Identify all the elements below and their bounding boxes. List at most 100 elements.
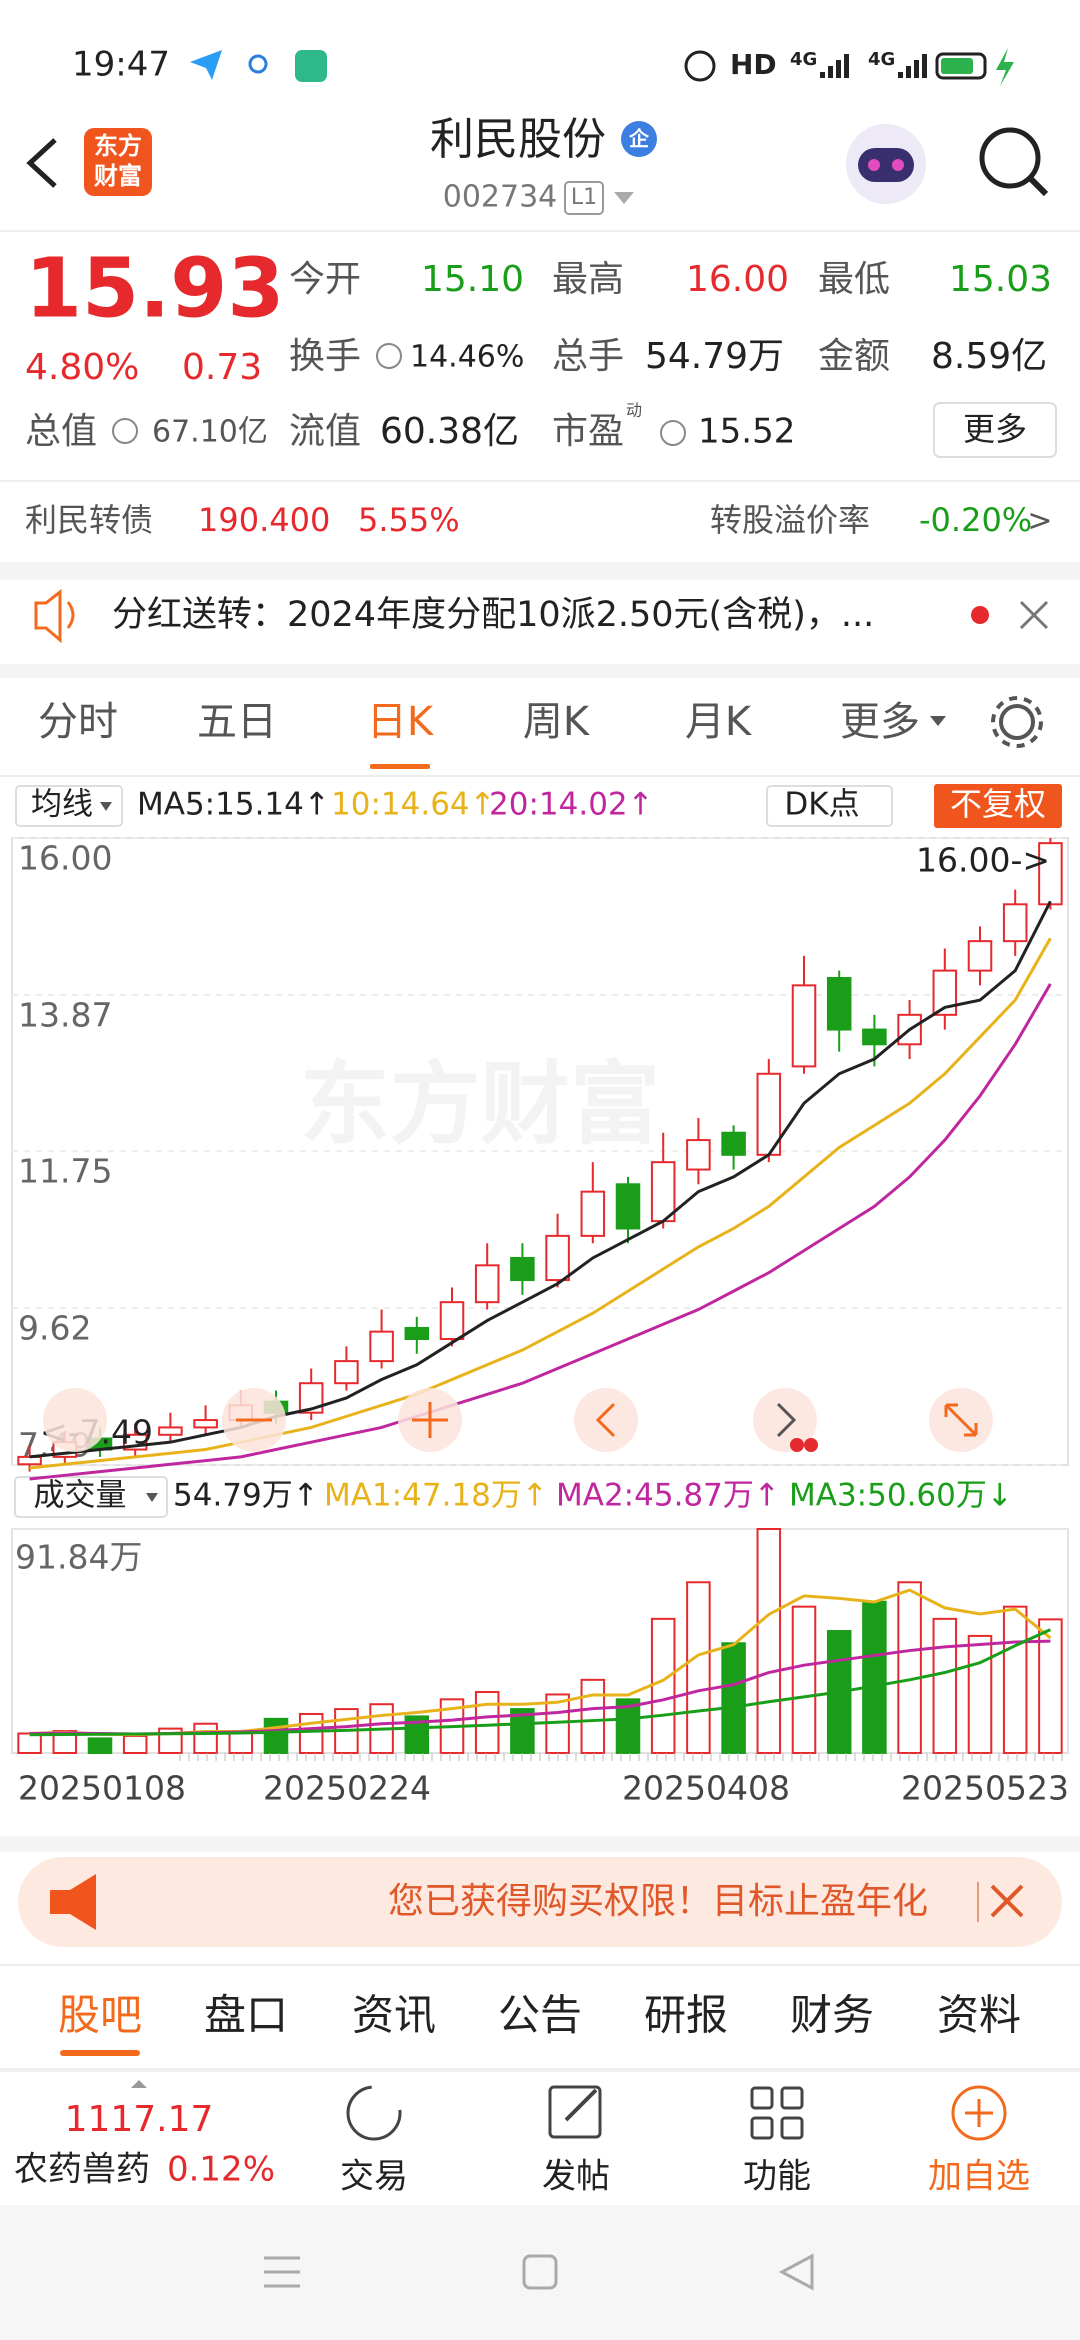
chart-control[interactable] (574, 1388, 638, 1452)
arrow[interactable]: > (1027, 504, 1052, 539)
legend-button[interactable]: 成交量 (34, 1478, 127, 1514)
candle-body (158, 1426, 183, 1436)
bottom-tab[interactable]: 股吧 (58, 1991, 142, 2040)
volume-bar (263, 1717, 289, 1754)
x-tick-label: 20250408 (622, 1769, 790, 1808)
notice-text[interactable]: 分红送转：2024年度分配10派2.50元(含税)，... (112, 595, 874, 635)
divider (0, 775, 1080, 777)
megaphone-icon (50, 1874, 96, 1930)
chart-control[interactable] (43, 1388, 107, 1452)
speaker-icon (34, 588, 62, 644)
nav-item[interactable]: 发帖 (542, 2157, 610, 2197)
plus (965, 2099, 993, 2127)
logo[interactable] (84, 128, 152, 196)
nav-item[interactable]: 交易 (340, 2157, 408, 2197)
tab[interactable]: 日K (367, 699, 435, 745)
nav-item[interactable]: 加自选 (928, 2157, 1030, 2197)
close-ad[interactable] (990, 1884, 1024, 1918)
tab[interactable]: 更多 (840, 699, 920, 745)
stat-value: 15.10 (421, 259, 524, 300)
divider (0, 1964, 1080, 1966)
volume-ma-line (29, 1628, 1052, 1737)
index-value[interactable]: 1117.17 (65, 2099, 214, 2140)
stat-value: 15.52 (698, 412, 795, 452)
info-icon[interactable] (660, 420, 686, 446)
index-change[interactable]: 0.12% (167, 2150, 275, 2190)
volume-bar (862, 1600, 887, 1755)
y-tick-label: 9.62 (18, 1309, 91, 1348)
candle-body (615, 1183, 641, 1230)
search-status-icon (248, 54, 268, 74)
volume-bar (897, 1581, 922, 1755)
settings-button[interactable] (999, 704, 1035, 740)
index-name[interactable]: 农药兽药 (14, 2150, 150, 2190)
volume-bar (791, 1605, 817, 1755)
status-sim: 4G (868, 49, 895, 70)
candle-body (404, 1326, 430, 1341)
speaker-wave (66, 601, 75, 629)
func-icon (780, 2086, 804, 2110)
menu-key[interactable] (264, 2256, 300, 2288)
status-network: HD (730, 48, 777, 81)
dot (804, 1438, 818, 1452)
close-notice[interactable] (1019, 600, 1049, 630)
volume-current: 54.79万↑ (173, 1478, 319, 1514)
legend-entry: 20:14.02↑ (489, 787, 654, 823)
tab[interactable]: 五日 (197, 699, 277, 745)
status-sim: 4G (790, 49, 817, 70)
candle-body (439, 1301, 465, 1341)
unread-dot (971, 606, 989, 624)
left-icon (595, 1402, 616, 1438)
bottom-tab[interactable]: 公告 (498, 1991, 582, 2040)
logo-text: 东方 (94, 132, 142, 160)
alarm-icon (684, 50, 716, 82)
volume-bar (87, 1737, 113, 1754)
tab[interactable]: 分时 (38, 699, 118, 745)
candle-body (580, 1190, 606, 1237)
bottom-tab[interactable]: 资讯 (352, 1991, 436, 2040)
badge-text: 企 (628, 127, 650, 151)
add-icon (951, 2085, 1007, 2141)
tab[interactable]: 月K (685, 699, 753, 745)
dk-button[interactable] (766, 785, 893, 827)
x-tick-label: 20250108 (18, 1769, 186, 1808)
tab-underline (370, 764, 430, 769)
bottom-tab[interactable]: 盘口 (204, 1991, 288, 2040)
ad-banner[interactable] (18, 1857, 1062, 1947)
stat-label: 最低 (818, 259, 890, 300)
info-icon[interactable] (112, 418, 138, 444)
candle-body (1002, 903, 1028, 943)
dropdown (146, 1493, 158, 1502)
stat-value: 60.38亿 (380, 411, 519, 452)
stat-label: 流值 (289, 411, 361, 452)
ad-text[interactable]: 您已获得购买权限！目标止盈年化 (388, 1881, 928, 1922)
ma-button[interactable] (15, 785, 123, 827)
logo-text: 财富 (94, 162, 142, 190)
volume-button[interactable] (14, 1476, 168, 1518)
search-button[interactable] (979, 127, 1041, 189)
chart-control[interactable] (753, 1388, 817, 1452)
back-button[interactable] (26, 138, 57, 188)
candle-body (510, 1256, 535, 1282)
tab[interactable]: 周K (523, 699, 591, 745)
more-button[interactable] (933, 402, 1057, 458)
candle-body (369, 1330, 394, 1363)
info-icon[interactable] (376, 343, 402, 369)
right-icon (776, 1402, 797, 1438)
home-key[interactable] (522, 2254, 558, 2290)
legend-button[interactable]: 均线 (31, 787, 93, 823)
band (0, 562, 1080, 580)
dk-label[interactable]: DK点 (784, 787, 859, 823)
signal-bar (820, 72, 825, 78)
adjust-button[interactable] (934, 784, 1062, 828)
robot-eye (892, 159, 904, 171)
more-label[interactable]: 更多 (963, 410, 1027, 448)
dropdown[interactable] (614, 192, 634, 204)
bottom-tab[interactable]: 研报 (644, 1991, 728, 2040)
bottom-tab[interactable]: 资料 (937, 1991, 1021, 2040)
adjust-label[interactable]: 不复权 (950, 785, 1046, 823)
back-key[interactable] (778, 2253, 814, 2291)
nav-item[interactable]: 功能 (743, 2157, 811, 2197)
bottom-tab[interactable]: 财务 (790, 1991, 874, 2040)
